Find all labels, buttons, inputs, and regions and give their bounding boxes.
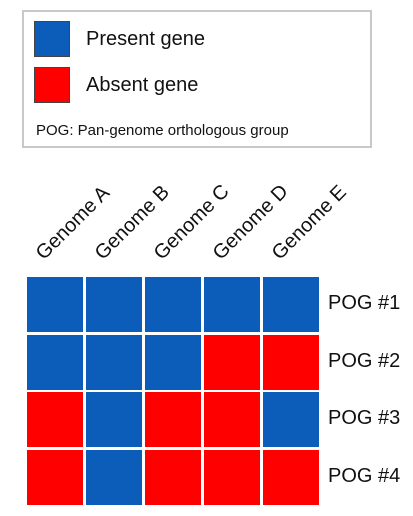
- legend-item-absent: Absent gene: [34, 67, 198, 103]
- legend-box: Present gene Absent gene POG: Pan-genome…: [22, 10, 372, 148]
- matrix-cell: [26, 276, 84, 333]
- matrix-cell: [144, 448, 202, 506]
- matrix-cell: [203, 448, 261, 506]
- legend-item-present: Present gene: [34, 21, 205, 57]
- matrix-cell: [85, 391, 143, 448]
- row-label: POG #3: [328, 407, 401, 429]
- matrix-cell: [85, 333, 143, 391]
- matrix-cell: [262, 448, 320, 506]
- matrix-cell: [203, 276, 261, 333]
- row-label: POG #2: [328, 349, 401, 372]
- absent-swatch: [34, 67, 70, 103]
- matrix-cell: [26, 333, 84, 391]
- row-label: POG #1: [328, 292, 401, 314]
- matrix-cell: [144, 333, 202, 391]
- row-label: POG #4: [328, 464, 401, 487]
- legend-absent-label: Absent gene: [86, 73, 199, 96]
- matrix-cell: [85, 276, 143, 333]
- matrix-cell: [262, 333, 320, 391]
- matrix-cell: [262, 276, 320, 333]
- matrix-cell: [203, 391, 261, 448]
- matrix-cell: [144, 391, 202, 448]
- legend-present-label: Present gene: [86, 27, 205, 50]
- present-swatch: [34, 21, 70, 57]
- matrix-cell: [262, 391, 320, 448]
- matrix-cell: [85, 448, 143, 506]
- legend-note: POG: Pan-genome orthologous group: [36, 122, 289, 139]
- matrix-cell: [26, 448, 84, 506]
- matrix-cell: [26, 391, 84, 448]
- matrix-cell: [144, 276, 202, 333]
- matrix-cell: [203, 333, 261, 391]
